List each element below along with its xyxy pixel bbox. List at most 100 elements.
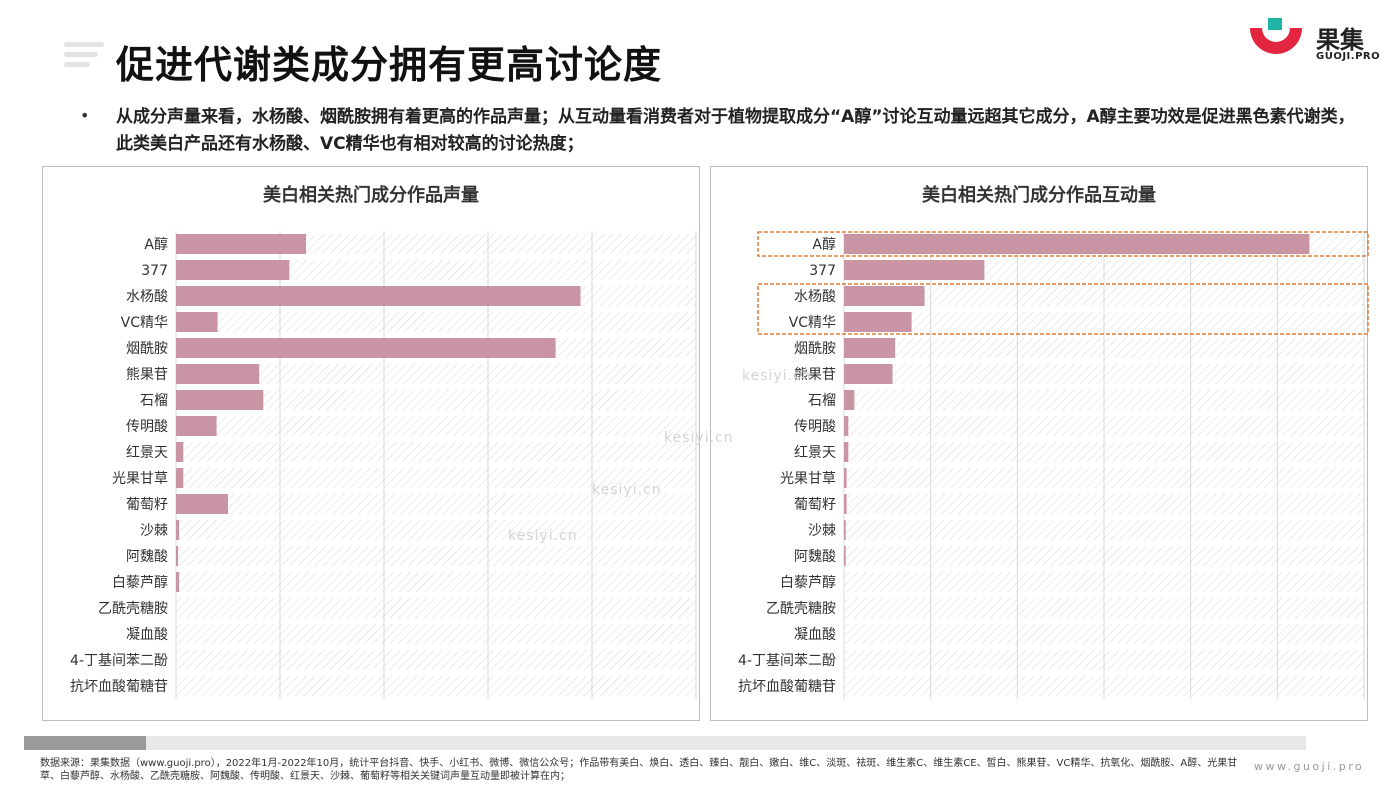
row-background — [176, 442, 696, 462]
highlight-box — [757, 231, 1369, 257]
bar-1 — [844, 234, 1310, 254]
bar-7 — [176, 390, 264, 410]
bar-12 — [176, 520, 180, 540]
row-background — [176, 494, 696, 514]
category-label: 光果甘草 — [112, 471, 168, 487]
bar-8 — [844, 416, 849, 436]
row-background — [176, 260, 696, 280]
bar-11 — [176, 494, 228, 514]
volume-bar-chart: A醇 377 水杨酸 VC精华烟酰胺熊果苷石榴传明酸红景天光果甘草葡萄籽沙棘阿魏酸白藜… — [70, 231, 697, 699]
category-label: 凝血酸 — [794, 627, 836, 643]
category-label: 乙酰壳糖胺 — [766, 600, 836, 617]
category-label: 凝血酸 — [126, 627, 168, 643]
category-label: 乙酰壳糖胺 — [98, 600, 168, 617]
logo: 果集 GUOJI.PRO — [1246, 18, 1386, 68]
footer-source-note: 数据来源：果集数据（www.guoji.pro），2022年1月-2022年10… — [40, 758, 1238, 782]
logo-domain: GUOJI.PRO — [1316, 51, 1381, 62]
guoji-logo-icon — [1250, 18, 1302, 54]
row-background — [176, 364, 696, 384]
category-label: VC精华 — [121, 315, 168, 331]
bar-10 — [844, 468, 847, 488]
row-background — [176, 624, 696, 644]
category-label: 烟酰胺 — [794, 341, 836, 357]
row-background — [176, 416, 696, 436]
chart-title: 美白相关热门成分作品声量 — [263, 185, 479, 206]
category-label: 抗坏血酸葡糖苷 — [738, 679, 836, 695]
volume-chart-panel: 美白相关热门成分作品声量 A醇 377 水杨酸 VC精华 烟酰胺 熊果苷 石榴 传明酸 红景天光… — [42, 166, 700, 721]
category-label: 水杨酸 — [794, 289, 836, 305]
footer-site: www.guoji.pro — [1254, 760, 1365, 773]
menu-lines-icon — [64, 42, 104, 68]
summary-text: 从成分声量来看，水杨酸、烟酰胺拥有着更高的作品声量；从互动量看消费者对于植物提取… — [116, 107, 1355, 154]
watermark: kesiyi.cn — [508, 528, 578, 544]
category-label: 阿魏酸 — [126, 549, 168, 565]
row-background — [176, 520, 696, 540]
row-background — [176, 650, 696, 670]
bar-5 — [176, 338, 556, 358]
category-label: VC精华 — [789, 315, 836, 331]
bar-9 — [844, 442, 849, 462]
page-title: 促进代谢类成分拥有更高讨论度 — [116, 43, 663, 87]
footer-bar — [24, 736, 1306, 750]
watermark: kesiyi.cn — [742, 368, 812, 384]
row-background — [176, 390, 696, 410]
row-background — [176, 676, 696, 696]
category-label: 沙棘 — [140, 523, 168, 539]
category-label: 红景天 — [794, 445, 836, 461]
chart-title: 美白相关热门成分作品互动量 — [922, 185, 1156, 206]
category-label: 抗坏血酸葡糖苷 — [70, 679, 168, 695]
interaction-bar-chart: A醇 377 水杨酸 VC精华烟酰胺熊果苷石榴传明酸红景天光果甘草葡萄籽沙棘阿魏酸白藜… — [738, 231, 1369, 699]
category-label: 传明酸 — [794, 419, 836, 435]
row-background — [176, 468, 696, 488]
row-background — [176, 546, 696, 566]
category-label: 熊果苷 — [126, 367, 168, 383]
bar-11 — [844, 494, 847, 514]
bar-2 — [176, 260, 290, 280]
category-label: A醇 — [144, 236, 168, 253]
bar-13 — [844, 546, 846, 566]
bar-5 — [844, 338, 896, 358]
watermark: kesiyi.cn — [592, 482, 662, 498]
category-label: 沙棘 — [808, 523, 836, 539]
bar-1 — [176, 234, 306, 254]
bar-6 — [176, 364, 260, 384]
category-label: A醇 — [812, 236, 836, 253]
category-label: 石榴 — [140, 393, 168, 409]
bar-13 — [176, 546, 179, 566]
category-label: 白藜芦醇 — [112, 574, 168, 591]
watermark: kesiyi.cn — [664, 430, 734, 446]
bar-7 — [844, 390, 855, 410]
bar-14 — [176, 572, 180, 592]
category-label: 葡萄籽 — [794, 497, 836, 513]
category-label: 传明酸 — [126, 419, 168, 435]
bar-2 — [844, 260, 985, 280]
category-label: 熊果苷 — [794, 367, 836, 383]
bar-10 — [176, 468, 184, 488]
bar-12 — [844, 520, 846, 540]
category-label: 水杨酸 — [126, 289, 168, 305]
row-background — [176, 572, 696, 592]
bar-6 — [844, 364, 893, 384]
footer-bar-accent — [24, 736, 146, 750]
category-label: 光果甘草 — [780, 471, 836, 487]
category-label: 阿魏酸 — [794, 549, 836, 565]
category-label: 烟酰胺 — [126, 341, 168, 357]
bullet-icon: • — [80, 106, 90, 125]
category-label: 白藜芦醇 — [780, 574, 836, 591]
bar-3 — [176, 286, 581, 306]
category-label: 4-丁基间苯二酚 — [70, 652, 168, 669]
row-background — [176, 312, 696, 332]
row-background — [176, 598, 696, 618]
bar-9 — [176, 442, 184, 462]
bar-3 — [844, 286, 925, 306]
logo-name: 果集 — [1316, 26, 1364, 54]
category-label: 石榴 — [808, 393, 836, 409]
category-label: 377 — [809, 263, 836, 279]
bar-8 — [176, 416, 217, 436]
bar-4 — [176, 312, 218, 332]
category-label: 4-丁基间苯二酚 — [738, 652, 836, 669]
interaction-chart-panel: 美白相关热门成分作品互动量 A醇 377 水杨酸 VC精华烟酰胺熊果苷石榴传明酸红景天… — [710, 166, 1369, 721]
bar-4 — [844, 312, 912, 332]
category-label: 葡萄籽 — [126, 497, 168, 513]
category-label: 红景天 — [126, 445, 168, 461]
